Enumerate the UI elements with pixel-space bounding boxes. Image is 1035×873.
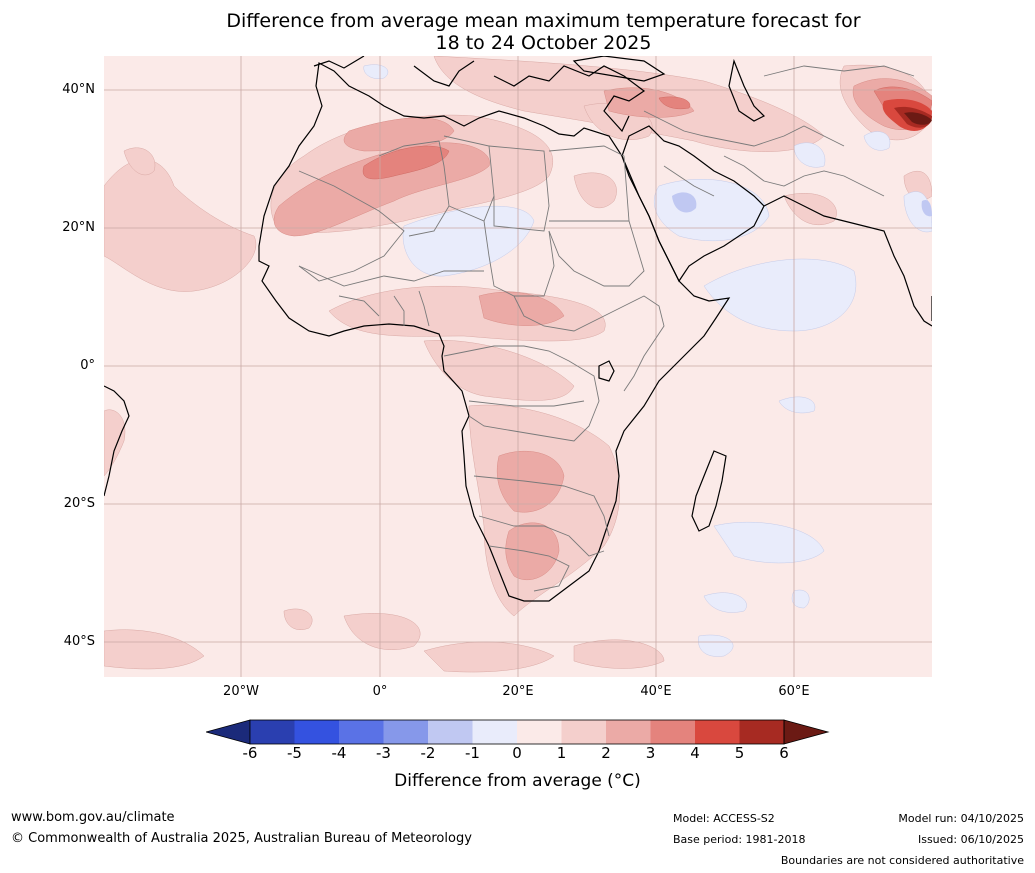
europe-coastline — [313, 56, 646, 133]
colorbar-segment — [561, 720, 606, 744]
colorbar-tick-label: 5 — [734, 744, 745, 762]
colorbar-tick-label: 2 — [601, 744, 611, 762]
title-line-2: 18 to 24 October 2025 — [435, 32, 652, 54]
anomaly-cool-cores — [672, 192, 932, 217]
colorbar-segment — [650, 720, 695, 744]
footer-disclaimer: Boundaries are not considered authoritat… — [780, 854, 1024, 867]
colorbar-tick-label: 6 — [779, 744, 789, 762]
colorbar-segment — [695, 720, 740, 744]
south-asia-coastline — [763, 195, 932, 327]
lon-label-60e: 60°E — [778, 684, 810, 699]
colorbar-segment — [472, 720, 517, 744]
colorbar-segment — [517, 720, 562, 744]
colorbar-tick-label: 0 — [512, 744, 522, 762]
colorbar-tick-label: 1 — [556, 744, 567, 762]
lake-victoria — [598, 360, 615, 382]
colorbar-title: Difference from average (°C) — [394, 771, 641, 791]
colorbar-tick-label: -5 — [287, 744, 302, 762]
colorbar-extend-low — [206, 719, 251, 745]
country-borders — [298, 65, 915, 592]
colorbar-tick-label: 3 — [645, 744, 656, 762]
colorbar-segment — [339, 720, 384, 744]
colorbar-segment — [428, 720, 473, 744]
footer-model: Model: ACCESS-S2 — [673, 812, 775, 825]
africa-coastline — [258, 62, 731, 602]
lat-label-40s: 40°S — [63, 634, 95, 649]
colorbar-tick-label: -2 — [420, 744, 436, 762]
lat-label-20s: 20°S — [63, 496, 95, 511]
footer-model-run: Model run: 04/10/2025 — [898, 812, 1024, 825]
map-title: Difference from average mean maximum tem… — [0, 10, 1035, 54]
colorbar-segment — [739, 720, 784, 744]
footer-base-period: Base period: 1981-2018 — [673, 833, 806, 846]
black-sea-coastline — [572, 56, 666, 82]
colorbar-tick-label: -3 — [376, 744, 391, 762]
colorbar — [206, 719, 830, 745]
caspian-coastline — [728, 58, 766, 122]
south-america-coastline — [104, 385, 130, 497]
lat-label-20n: 20°N — [62, 220, 95, 235]
footer-copyright: © Commonwealth of Australia 2025, Austra… — [11, 831, 472, 846]
colorbar-tick-label: -4 — [331, 744, 347, 762]
colorbar-segment — [383, 720, 428, 744]
colorbar-tick-label: -1 — [465, 744, 480, 762]
footer-website: www.bom.gov.au/climate — [11, 810, 175, 825]
lat-label-40n: 40°N — [62, 82, 95, 97]
title-line-1: Difference from average mean maximum tem… — [226, 10, 861, 32]
graticule — [104, 56, 932, 677]
anomaly-hotspot — [882, 99, 932, 131]
colorbar-tick-label: 4 — [690, 744, 700, 762]
lon-label-40e: 40°E — [640, 684, 672, 699]
forecast-map — [104, 56, 932, 677]
colorbar-border — [249, 719, 785, 745]
footer-issued: Issued: 06/10/2025 — [917, 833, 1024, 846]
lon-label-20w: 20°W — [223, 684, 259, 699]
lon-label-0: 0° — [372, 684, 388, 699]
colorbar-segment — [606, 720, 651, 744]
colorbar-segment — [250, 720, 295, 744]
colorbar-segment — [294, 720, 339, 744]
lat-label-0: 0° — [80, 358, 95, 373]
coastlines — [104, 56, 932, 602]
madagascar-coastline — [691, 450, 727, 532]
arabia-coastline — [621, 125, 765, 283]
colorbar-tick-label: -6 — [242, 744, 258, 762]
map-svg — [104, 56, 932, 677]
lon-label-20e: 20°E — [502, 684, 534, 699]
colorbar-extend-high — [783, 719, 830, 745]
